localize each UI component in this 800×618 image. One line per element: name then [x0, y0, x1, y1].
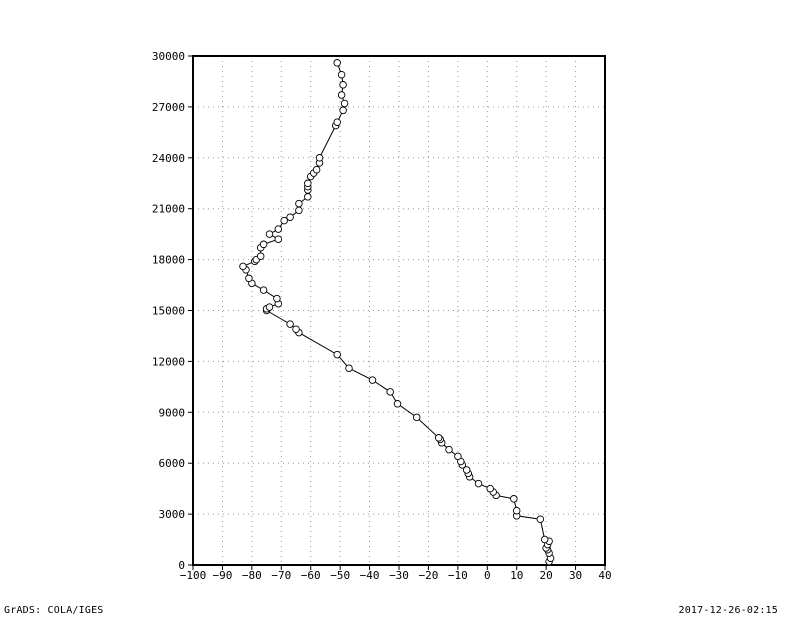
data-point [259, 286, 268, 294]
x-tick-label: −10 [448, 569, 468, 582]
data-point [333, 118, 341, 126]
data-point [286, 213, 294, 221]
data-point [536, 515, 545, 523]
y-tick-label: 0 [178, 559, 185, 572]
data-point [274, 235, 283, 243]
data-point [393, 400, 402, 408]
data-point [312, 165, 321, 174]
footer-credit: GrADS: COLA/IGES [4, 605, 104, 616]
data-point [454, 452, 462, 461]
data-point [540, 535, 549, 544]
x-tick-label: −100 [180, 569, 207, 582]
x-tick-label: −60 [301, 569, 321, 582]
data-point [339, 106, 347, 115]
footer-timestamp: 2017-12-26-02:15 [678, 605, 778, 616]
x-tick-label: 30 [569, 569, 582, 582]
y-tick-label: 9000 [159, 406, 186, 419]
data-point [368, 376, 377, 384]
y-tick-label: 18000 [152, 254, 185, 267]
y-tick-label: 12000 [152, 355, 185, 368]
data-point [412, 413, 421, 422]
x-tick-label: −80 [242, 569, 262, 582]
tick-labels: −100 −90 −80 −70 −60 −50 −40 −30 −20 −10 0 10 20 30 40… [152, 50, 612, 582]
data-point [434, 434, 443, 442]
y-tick-label: 24000 [152, 152, 185, 165]
x-tick-label: 0 [484, 569, 491, 582]
data-point [265, 303, 274, 311]
axis-ticks [188, 55, 606, 570]
x-tick-label: 20 [540, 569, 553, 582]
data-point [280, 216, 288, 225]
data-point [462, 466, 471, 474]
data-point [286, 320, 294, 328]
x-tick-label: −70 [271, 569, 291, 582]
data-point [486, 484, 494, 493]
data-point [386, 388, 394, 396]
data-point [239, 262, 247, 271]
data-point [295, 206, 303, 215]
x-tick-label: −30 [389, 569, 409, 582]
data-point [265, 230, 274, 238]
data-point [339, 81, 347, 89]
data-point [273, 294, 281, 303]
y-tick-label: 3000 [159, 508, 186, 521]
y-tick-label: 15000 [152, 305, 185, 318]
data-point [337, 70, 346, 79]
data-point [304, 179, 312, 188]
data-point [337, 91, 346, 99]
data-point [340, 99, 349, 108]
data-point [259, 240, 268, 249]
data-point [474, 479, 483, 488]
y-tick-label: 30000 [152, 50, 185, 63]
data-point [512, 506, 521, 515]
profile-line [242, 62, 552, 562]
x-tick-label: −40 [360, 569, 380, 582]
y-tick-label: 21000 [152, 203, 185, 216]
x-tick-label: −90 [212, 569, 232, 582]
grid [193, 56, 605, 565]
y-tick-label: 27000 [152, 101, 185, 114]
data-point [274, 225, 283, 233]
x-tick-label: 40 [598, 569, 611, 582]
data-point [256, 252, 265, 260]
data-point [245, 274, 253, 283]
data-point [292, 325, 300, 333]
x-tick-label: −50 [330, 569, 350, 582]
profile-markers [239, 59, 555, 566]
data-point [510, 495, 518, 503]
data-point [345, 364, 353, 372]
data-point [315, 154, 324, 162]
data-point [333, 59, 341, 67]
x-tick-label: −20 [418, 569, 438, 582]
data-point [333, 350, 341, 359]
x-tick-label: 10 [510, 569, 523, 582]
data-point [295, 199, 303, 208]
data-point [445, 445, 453, 454]
y-tick-label: 6000 [159, 457, 186, 470]
data-point [304, 193, 312, 201]
